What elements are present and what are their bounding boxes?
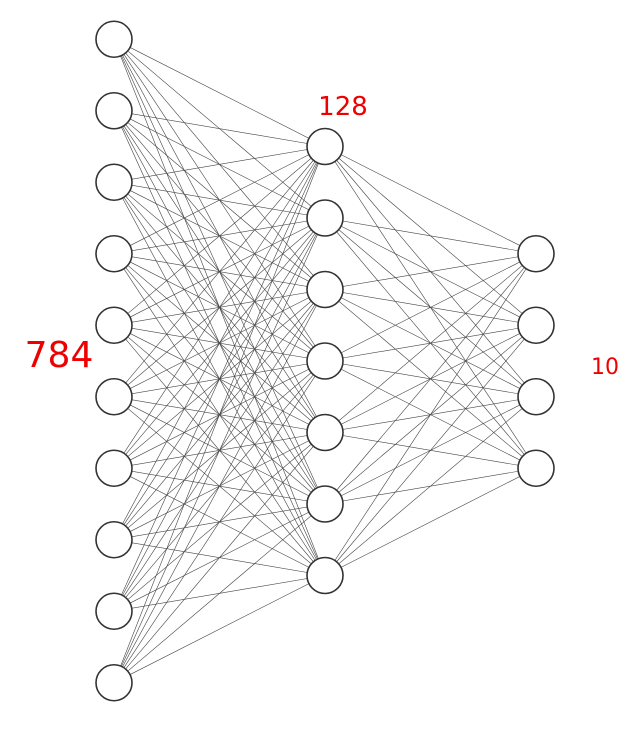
connection-input-4-to-hidden-0 [113,146,326,326]
connection-hidden-6-to-output-0 [324,253,537,576]
output-neuron-0 [517,234,555,273]
connection-input-9-to-hidden-5 [113,503,326,683]
hidden-neuron-4 [306,413,344,452]
connection-input-9-to-hidden-6 [113,575,326,684]
hidden-layer-label: 128 [318,92,368,122]
hidden-neuron-5 [306,485,344,523]
hidden-neuron-6 [306,556,344,595]
connection-hidden-1-to-output-0 [324,217,537,255]
connection-input-0-to-hidden-0 [113,38,326,147]
connection-hidden-5-to-output-0 [324,253,537,505]
input-neuron-3 [95,234,133,273]
input-neuron-5 [95,377,133,416]
connection-hidden-3-to-output-0 [324,253,537,362]
connection-input-8-to-hidden-0 [113,146,326,612]
hidden-neuron-1 [306,199,344,237]
connection-input-9-to-hidden-4 [113,432,326,683]
neuron-nodes [95,20,555,702]
output-layer-label: 10 [591,355,619,380]
input-neuron-1 [95,91,133,130]
connection-input-3-to-hidden-0 [113,146,326,255]
input-neuron-2 [95,163,133,202]
input-neuron-9 [95,663,133,702]
hidden-neuron-3 [306,342,344,380]
connection-input-2-to-hidden-0 [113,146,326,183]
connection-input-9-to-hidden-0 [113,146,326,683]
connection-lines [113,38,537,684]
hidden-neuron-2 [306,270,344,309]
connection-input-5-to-hidden-0 [113,146,326,397]
connection-hidden-2-to-output-0 [324,253,537,290]
connection-input-6-to-hidden-0 [113,146,326,469]
connection-hidden-0-to-output-0 [324,146,537,255]
connection-input-1-to-hidden-0 [113,110,326,147]
connection-hidden-6-to-output-2 [324,396,537,576]
connection-input-9-to-hidden-1 [113,217,326,683]
connection-input-9-to-hidden-2 [113,289,326,683]
connection-hidden-4-to-output-0 [324,253,537,433]
input-neuron-8 [95,592,133,631]
input-neuron-4 [95,306,133,345]
input-neuron-6 [95,449,133,488]
input-neuron-7 [95,520,133,559]
input-neuron-0 [95,20,133,59]
output-neuron-1 [517,306,555,345]
connection-input-9-to-hidden-3 [113,360,326,683]
connection-input-7-to-hidden-0 [113,146,326,540]
connection-hidden-6-to-output-1 [324,325,537,576]
connection-hidden-6-to-output-3 [324,467,537,576]
hidden-neuron-0 [306,127,344,166]
input-layer-label: 784 [25,335,94,376]
output-neuron-2 [517,377,555,416]
output-neuron-3 [517,449,555,488]
